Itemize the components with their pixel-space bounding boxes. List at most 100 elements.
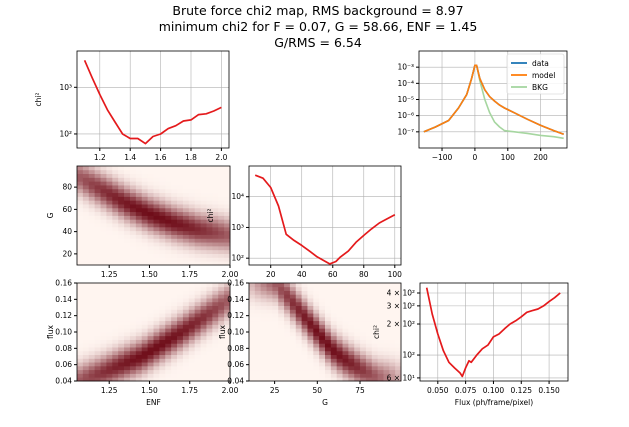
heatmap-cell <box>313 332 320 337</box>
heatmap-cell <box>212 377 219 382</box>
heatmap-cell <box>124 261 131 266</box>
heatmap-cell <box>124 249 131 254</box>
heatmap-cell <box>82 173 90 178</box>
heatmap-cell <box>135 286 143 291</box>
heatmap-cell <box>182 200 190 205</box>
x-axis-label: ENF <box>146 398 161 407</box>
heatmap-cell <box>177 261 184 266</box>
heatmap-cell <box>118 226 125 232</box>
heatmap-cell <box>88 185 96 190</box>
heatmap-cell <box>200 377 207 382</box>
heatmap-cell <box>153 261 160 266</box>
heatmap-cell <box>112 283 119 288</box>
heatmap-cell <box>194 328 201 333</box>
heatmap-cell <box>171 169 178 175</box>
heatmap-cell <box>188 242 196 247</box>
heatmap-cell <box>153 373 160 378</box>
heatmap-cell <box>206 188 213 194</box>
heatmap-cell <box>124 365 131 371</box>
heatmap-cell <box>254 283 262 288</box>
x-axis-label: Flux (ph/frame/pixel) <box>455 398 533 407</box>
heatmap-cell <box>124 166 131 171</box>
heatmap-cell <box>129 335 137 340</box>
heatmap-cell <box>141 350 149 356</box>
heatmap-cell <box>141 185 149 190</box>
heatmap-cell <box>206 286 213 291</box>
heatmap-cell <box>325 316 332 322</box>
heatmap-cell <box>129 181 137 186</box>
heatmap-cell <box>88 223 96 228</box>
heatmap-cell <box>182 230 190 235</box>
heatmap-cell <box>165 223 172 228</box>
heatmap-cell <box>77 294 84 299</box>
heatmap-cell <box>171 219 178 224</box>
heatmap-cell <box>194 347 201 352</box>
heatmap-cell <box>319 335 326 340</box>
heatmap-cell <box>171 324 178 329</box>
heatmap-cell <box>200 188 207 194</box>
heatmap-cell <box>284 309 291 314</box>
heatmap-cell <box>94 283 101 288</box>
heatmap-cell <box>106 211 113 216</box>
heatmap-cell <box>100 354 107 359</box>
heatmap-cell <box>254 335 262 340</box>
heatmap-cell <box>212 290 219 295</box>
heatmap-cell <box>278 335 285 340</box>
heatmap-cell <box>319 362 326 367</box>
heatmap-cell <box>254 301 262 307</box>
y-axis-label: chi² <box>372 325 381 339</box>
heatmap-cell <box>354 309 361 314</box>
heatmap-cell <box>325 335 332 340</box>
heatmap-cell <box>135 242 143 247</box>
heatmap-cell <box>272 335 279 340</box>
heatmap-cell <box>295 358 303 363</box>
heatmap-cell <box>112 215 119 220</box>
heatmap-cell <box>284 377 291 382</box>
heatmap-cell <box>319 294 326 299</box>
heatmap-cell <box>188 335 196 340</box>
heatmap-cell <box>82 185 90 190</box>
heatmap-cell <box>94 200 101 205</box>
heatmap-cell <box>295 324 303 329</box>
heatmap-cell <box>307 286 314 291</box>
heatmap-cell <box>200 347 207 352</box>
heatmap-cell <box>383 286 390 291</box>
heatmap-cell <box>124 305 131 310</box>
heatmap-cell <box>377 335 384 340</box>
heatmap-cell <box>224 257 231 262</box>
heatmap-cell <box>141 283 149 288</box>
heatmap-cell <box>82 373 90 378</box>
y-tick-label: 0.14 <box>55 295 72 304</box>
heatmap-cell <box>360 309 367 314</box>
heatmap-cell <box>124 343 131 348</box>
heatmap-cell <box>124 200 131 205</box>
heatmap-cell <box>153 192 160 197</box>
heatmap-cell <box>360 313 367 318</box>
heatmap-cell <box>194 343 201 348</box>
heatmap-cell <box>365 339 373 344</box>
heatmap-cell <box>194 242 201 247</box>
heatmap-cell <box>354 373 361 378</box>
heatmap-cell <box>284 305 291 310</box>
heatmap-cell <box>218 305 225 310</box>
legend-label-model: model <box>532 71 555 80</box>
heatmap-cell <box>342 283 349 288</box>
heatmap-cell <box>395 350 402 356</box>
heatmap-cell <box>129 294 137 299</box>
heatmap-cell <box>82 343 90 348</box>
heatmap-cell <box>188 253 196 258</box>
heatmap-cell <box>389 350 396 356</box>
y-tick-label: 10² <box>402 351 415 360</box>
y-tick-label: 10⁻⁴ <box>397 79 414 88</box>
heatmap-cell <box>112 185 119 190</box>
heatmap-cell <box>106 324 113 329</box>
heatmap-cell <box>371 298 379 303</box>
heatmap-cell <box>165 324 172 329</box>
heatmap-cell <box>129 242 137 247</box>
heatmap-cell <box>129 249 137 254</box>
heatmap-cell <box>371 354 379 359</box>
heatmap-cell <box>319 313 326 318</box>
heatmap-cell <box>289 362 297 367</box>
heatmap-cell <box>307 373 314 378</box>
heatmap-cell <box>129 169 137 175</box>
